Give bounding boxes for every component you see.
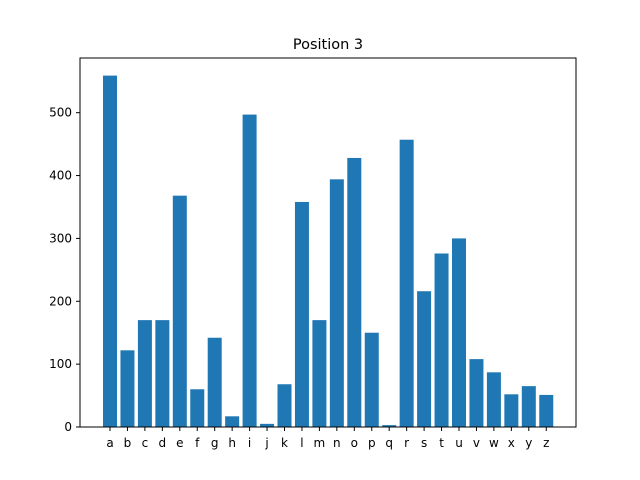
x-tick-label: n — [333, 436, 341, 450]
x-tick-label: e — [176, 436, 183, 450]
bar-r — [399, 139, 414, 427]
bar-j — [260, 423, 275, 427]
x-tick-label: q — [385, 436, 393, 450]
bar-i — [242, 114, 257, 427]
bar-y — [521, 386, 536, 427]
y-tick-label: 100 — [49, 357, 72, 371]
bar-m — [312, 320, 327, 427]
bar-x — [504, 394, 519, 427]
bar-o — [347, 157, 362, 427]
bar-e — [172, 195, 187, 427]
bar-t — [434, 253, 449, 427]
bar-s — [417, 291, 432, 427]
bar-l — [294, 201, 309, 427]
bar-u — [452, 238, 466, 427]
bar-b — [120, 350, 135, 427]
bar-v — [469, 359, 484, 427]
y-axis: 0 100 200 300 400 500 — [49, 106, 80, 434]
x-tick-label: t — [439, 436, 444, 450]
x-tick-label: v — [473, 436, 480, 450]
bar-p — [364, 332, 379, 427]
bar-f — [190, 389, 205, 427]
x-tick-label: g — [211, 436, 219, 450]
bar-g — [207, 337, 222, 427]
y-tick-label: 0 — [64, 420, 72, 434]
bars-group — [103, 75, 554, 427]
x-tick-label: w — [489, 436, 499, 450]
bar-d — [155, 320, 170, 427]
bar-a — [103, 75, 117, 427]
x-tick-label: a — [106, 436, 113, 450]
bar-w — [486, 372, 501, 427]
x-tick-label: o — [351, 436, 358, 450]
x-tick-label: h — [228, 436, 236, 450]
bar-c — [137, 320, 152, 427]
x-tick-label: f — [195, 436, 200, 450]
y-tick-label: 500 — [49, 106, 72, 120]
plot-area-frame — [79, 57, 577, 428]
x-tick-label: u — [455, 436, 463, 450]
x-tick-label: l — [300, 436, 303, 450]
chart-title: Position 3 — [293, 37, 363, 53]
bar-k — [277, 384, 292, 427]
x-tick-label: d — [159, 436, 167, 450]
y-tick-label: 300 — [49, 231, 72, 245]
x-tick-label: z — [543, 436, 549, 450]
x-tick-label: m — [314, 436, 326, 450]
x-tick-label: c — [142, 436, 149, 450]
bar-n — [329, 179, 344, 427]
bar-z — [539, 394, 554, 427]
x-tick-label: r — [404, 436, 409, 450]
x-tick-label: p — [368, 436, 376, 450]
bar-h — [225, 416, 240, 427]
x-tick-label: y — [525, 436, 532, 450]
bar-q — [382, 425, 397, 427]
x-tick-label: j — [264, 436, 268, 450]
y-tick-label: 400 — [49, 169, 72, 183]
x-tick-label: b — [124, 436, 132, 450]
x-tick-label: i — [248, 436, 251, 450]
x-tick-label: x — [508, 436, 515, 450]
y-tick-label: 200 — [49, 294, 72, 308]
x-tick-label: s — [421, 436, 427, 450]
x-tick-label: k — [281, 436, 288, 450]
